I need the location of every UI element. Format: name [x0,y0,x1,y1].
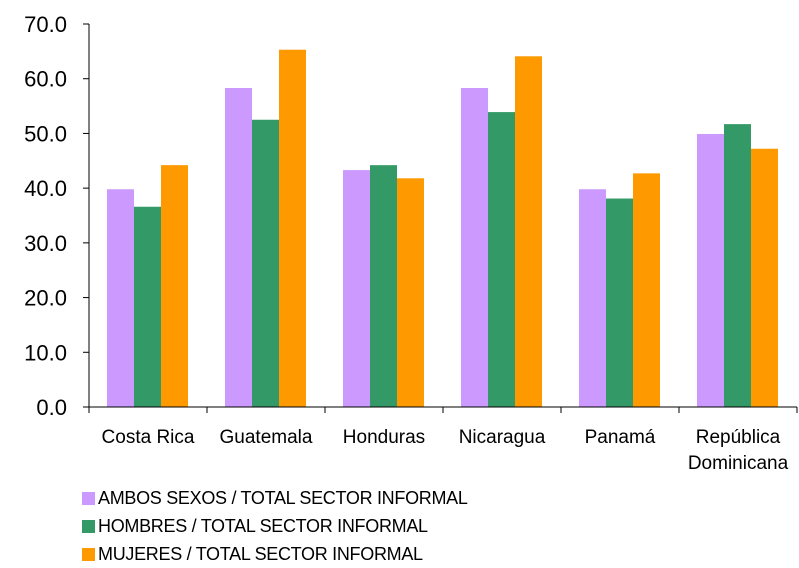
bar-s1-c0 [134,206,161,407]
y-tick-label: 60.0 [24,67,67,92]
legend-swatch-mujeres [82,547,95,561]
y-axis: 0.0 10.0 20.0 30.0 40.0 50.0 60.0 70.0 [24,12,90,420]
legend-item-hombres: HOMBRES / TOTAL SECTOR INFORMAL [82,512,468,540]
legend: AMBOS SEXOS / TOTAL SECTOR INFORMAL HOMB… [82,484,468,568]
bar-s2-c2 [397,178,424,407]
bar-s2-c5 [751,148,778,407]
x-tick-label: Costa Rica [102,427,195,448]
x-tick-label: Nicaragua [459,427,546,448]
legend-swatch-ambos-sexos [82,491,95,505]
bar-s1-c1 [252,119,279,407]
bar-s0-c0 [107,189,134,407]
bar-s0-c5 [697,133,724,407]
x-tick-label: Honduras [343,427,425,448]
y-tick-label: 0.0 [36,395,67,420]
y-tick-label: 40.0 [24,176,67,201]
legend-swatch-hombres [82,519,95,533]
bar-s1-c2 [370,165,397,407]
bar-s2-c1 [279,49,306,408]
bar-chart: 0.0 10.0 20.0 30.0 40.0 50.0 60.0 70.0 Costa Ri… [24,12,798,474]
bar-s0-c4 [579,189,606,407]
bar-s1-c5 [724,124,751,408]
y-tick-label: 10.0 [24,340,67,365]
x-tick-label: Guatemala [220,427,313,448]
x-tick-label: Panamá [585,427,656,448]
legend-label-mujeres: MUJERES / TOTAL SECTOR INFORMAL [98,543,423,564]
bar-s0-c1 [225,88,252,407]
y-tick-label: 20.0 [24,286,67,311]
x-tick-label: República Dominicana [688,427,789,474]
bars-group [107,49,778,408]
y-tick-label: 70.0 [24,12,67,37]
y-tick-label: 50.0 [24,121,67,146]
bar-s1-c4 [606,198,633,407]
legend-item-mujeres: MUJERES / TOTAL SECTOR INFORMAL [82,540,468,568]
bar-s0-c2 [343,170,370,407]
legend-label-ambos-sexos: AMBOS SEXOS / TOTAL SECTOR INFORMAL [98,487,468,508]
y-tick-label: 30.0 [24,231,67,256]
legend-label-hombres: HOMBRES / TOTAL SECTOR INFORMAL [98,515,428,536]
legend-item-ambos-sexos: AMBOS SEXOS / TOTAL SECTOR INFORMAL [82,484,468,512]
bar-s2-c3 [515,56,542,407]
bar-s2-c0 [161,165,188,407]
x-axis: Costa Rica Guatemala Honduras Nicaragua Pana… [88,406,798,474]
bar-s0-c3 [461,88,488,407]
bar-s2-c4 [633,173,660,407]
bar-s1-c3 [488,112,515,407]
